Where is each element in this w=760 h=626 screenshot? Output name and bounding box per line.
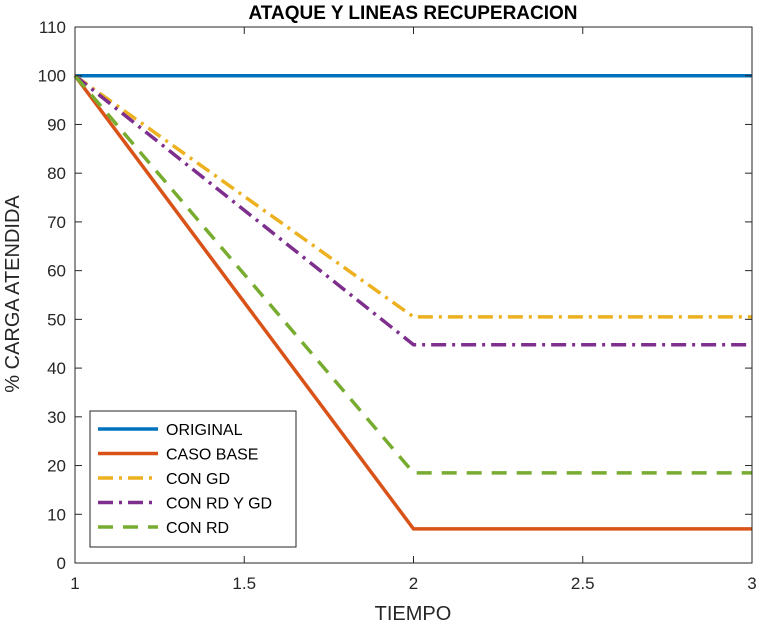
- y-tick-label: 60: [47, 262, 66, 281]
- y-tick-label: 50: [47, 310, 66, 329]
- y-tick-label: 110: [39, 18, 66, 37]
- x-axis-label: TIEMPO: [375, 603, 452, 625]
- y-tick-label: 20: [47, 457, 66, 476]
- series-line-con-rd-y-gd: [73, 74, 752, 347]
- chart-title: ATAQUE Y LINEAS RECUPERACION: [248, 3, 577, 24]
- y-tick-label: 80: [47, 164, 66, 183]
- x-tick-label: 2: [409, 574, 418, 593]
- y-tick-label: 90: [47, 115, 66, 134]
- y-tick-label: 0: [57, 554, 66, 573]
- legend-entry-label: ORIGINAL: [166, 422, 243, 439]
- series-line-con-gd: [73, 74, 752, 319]
- legend-entry-label: CON RD Y GD: [166, 496, 272, 513]
- axes-layer: 0 10 20 30 40 50 60 70 80 90 100 110 1 1.5 2 2.5 3: [38, 18, 757, 593]
- legend-box: [89, 410, 297, 548]
- series-layer: [73, 73, 752, 531]
- legend-entry-label: CON RD: [166, 520, 229, 537]
- series-line-caso-base: [73, 74, 752, 531]
- x-tick-label: 1: [70, 574, 79, 593]
- legend: ORIGINAL CASO BASE CON GD CON RD Y GD CON RD: [89, 410, 297, 548]
- y-tick-label: 100: [38, 67, 66, 86]
- y-tick-label: 70: [47, 213, 66, 232]
- y-axis-label: % CARGA ATENDIDA: [2, 195, 24, 393]
- y-tick-label: 40: [47, 359, 66, 378]
- x-tick-label: 2.5: [571, 574, 595, 593]
- x-tick-label: 3: [747, 574, 756, 593]
- y-tick-label: 30: [47, 408, 66, 427]
- legend-entry-label: CON GD: [166, 471, 230, 488]
- x-tick-label: 1.5: [232, 574, 256, 593]
- y-tick-label: 10: [47, 505, 66, 524]
- legend-entry-label: CASO BASE: [166, 447, 258, 464]
